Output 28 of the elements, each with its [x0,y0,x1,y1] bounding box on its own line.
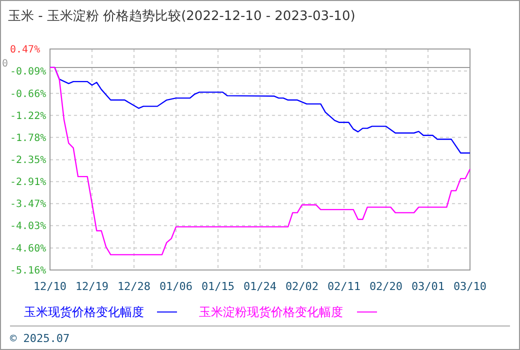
x-tick-label: 03/01 [411,280,445,293]
y-tick-label: -4.60% [10,244,46,255]
y-tick-label: -3.47% [10,199,46,210]
ref-line-label: 0 [2,58,8,70]
line-series [49,66,471,256]
x-tick-label: 01/15 [201,280,235,293]
x-tick-label: 12/19 [75,280,109,293]
x-tick-label: 01/06 [159,280,193,293]
y-tick-label: -5.16% [10,266,46,276]
x-tick-label: 02/11 [327,280,361,293]
y-tick-label: -2.35% [10,155,46,166]
x-tick-label: 01/24 [243,280,277,293]
y-tick-label: 0.47% [10,44,40,56]
x-tick-label: 03/10 [453,280,487,293]
y-tick-label: -0.09% [10,66,46,78]
chart-title: 玉米 - 玉米淀粉 价格趋势比较(2022-12-10 - 2023-03-10) [8,9,356,24]
y-tick-label: -2.91% [10,177,46,188]
y-tick-label: -1.78% [10,132,46,144]
text: © 2025.07 [10,332,70,345]
y-tick-label: -1.22% [10,110,46,122]
x-tick-label: 02/20 [369,280,403,293]
y-tick-label: -0.66% [10,88,46,100]
legend-label: 玉米淀粉现货价格变化幅度 [199,305,343,319]
x-tick-label: 12/10 [33,280,67,293]
y-tick-label: -4.03% [10,221,46,232]
legend-label: 玉米现货价格变化幅度 [24,305,144,319]
x-tick-label: 12/28 [117,280,151,293]
x-tick-label: 02/02 [285,280,319,293]
